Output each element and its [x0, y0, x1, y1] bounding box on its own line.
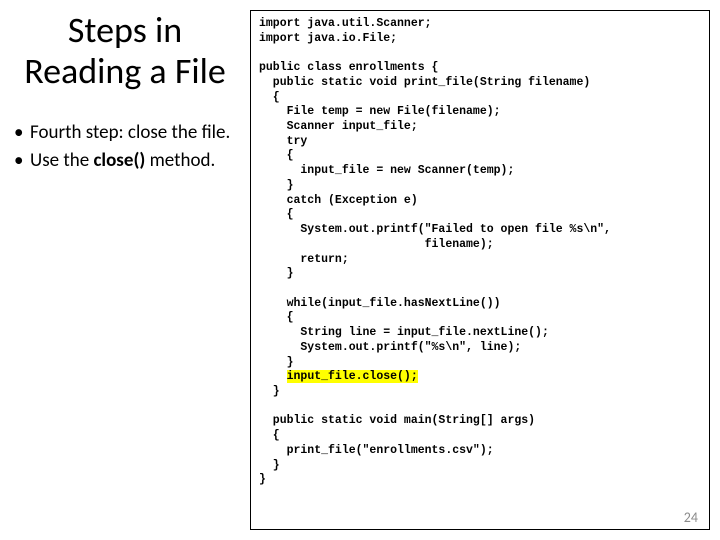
bullet-list: Fourth step: close the file. Use the clo…	[10, 121, 240, 173]
bullet-item: Use the close() method.	[10, 149, 240, 173]
code-line: }	[259, 385, 280, 398]
right-column: import java.util.Scanner; import java.io…	[250, 10, 720, 530]
code-line: try	[259, 135, 307, 148]
code-line: }	[259, 459, 280, 472]
code-line: System.out.printf("%s\n", line);	[259, 341, 521, 354]
code-line: filename);	[259, 238, 494, 251]
slide-title: Steps in Reading a File	[10, 10, 240, 93]
code-line: {	[259, 208, 294, 221]
code-line-highlight: input_file.close();	[287, 370, 418, 383]
code-line: catch (Exception e)	[259, 194, 418, 207]
code-line: }	[259, 267, 294, 280]
code-line: {	[259, 311, 294, 324]
code-line: {	[259, 149, 294, 162]
code-line: }	[259, 356, 294, 369]
code-line: String line = input_file.nextLine();	[259, 326, 549, 339]
code-line: public class enrollments {	[259, 61, 438, 74]
bullet-text-pre: Use the	[30, 149, 93, 172]
code-line: import java.util.Scanner;	[259, 17, 432, 30]
code-line: Scanner input_file;	[259, 120, 418, 133]
code-line: return;	[259, 253, 349, 266]
code-line: File temp = new File(filename);	[259, 105, 501, 118]
code-line: print_file("enrollments.csv");	[259, 444, 494, 457]
bullet-item: Fourth step: close the file.	[10, 121, 240, 145]
page-number: 24	[684, 509, 698, 526]
code-line: System.out.printf("Failed to open file %…	[259, 223, 611, 236]
code-line: {	[259, 429, 280, 442]
bullet-text: Fourth step: close the file.	[30, 121, 230, 144]
code-line: public static void print_file(String fil…	[259, 76, 590, 89]
code-block: import java.util.Scanner; import java.io…	[250, 10, 710, 530]
code-line: }	[259, 473, 266, 486]
code-line: public static void main(String[] args)	[259, 414, 535, 427]
code-line-indent	[259, 370, 287, 383]
code-line: }	[259, 179, 294, 192]
code-line: input_file = new Scanner(temp);	[259, 164, 514, 177]
code-line: {	[259, 91, 280, 104]
left-column: Steps in Reading a File Fourth step: clo…	[10, 10, 250, 530]
code-line: import java.io.File;	[259, 32, 397, 45]
bullet-text-bold: close()	[93, 149, 145, 172]
bullet-text-post: method.	[145, 149, 215, 172]
slide: Steps in Reading a File Fourth step: clo…	[0, 0, 720, 540]
code-line: while(input_file.hasNextLine())	[259, 297, 501, 310]
